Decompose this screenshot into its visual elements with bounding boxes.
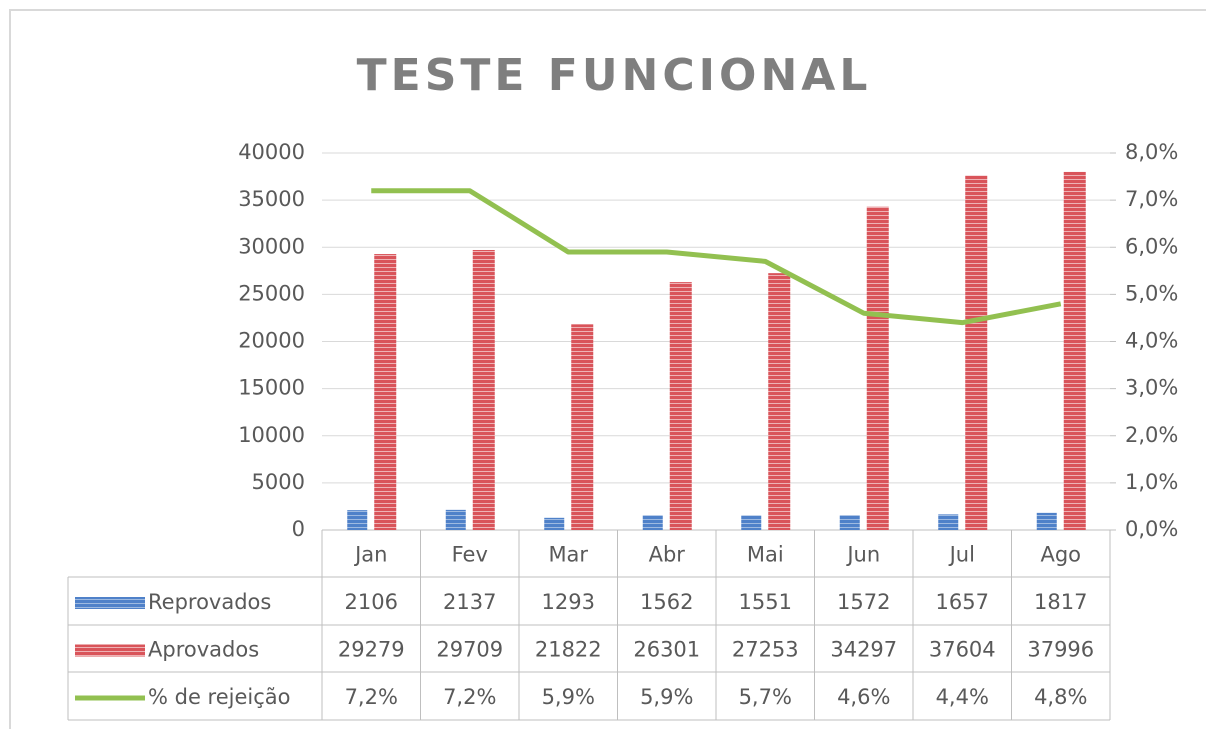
table-cell: 37996 (1027, 638, 1094, 662)
bar (347, 510, 368, 530)
table-cell: 1562 (640, 590, 693, 614)
table-cell: 29279 (338, 638, 405, 662)
table-cell: 5,9% (542, 685, 595, 709)
table-cell: 27253 (732, 638, 799, 662)
y-tick-label: 35000 (238, 187, 305, 211)
y-tick-label: 0 (292, 517, 305, 541)
table-cell: 7,2% (345, 685, 398, 709)
x-tick-label: Fev (452, 543, 488, 567)
y-tick-label: 10000 (238, 423, 305, 447)
table-cell: 34297 (830, 638, 897, 662)
bar (866, 206, 889, 530)
table-cell: 29709 (436, 638, 503, 662)
bar (374, 254, 397, 531)
y2-tick-label: 8,0% (1125, 140, 1178, 164)
bar (839, 515, 860, 530)
legend-label: % de rejeição (148, 685, 291, 709)
x-tick-label: Jun (845, 543, 880, 567)
y2-tick-label: 5,0% (1125, 281, 1178, 305)
table-cell: 1551 (739, 590, 792, 614)
bar (965, 175, 988, 530)
table-cell: 1817 (1034, 590, 1087, 614)
y2-tick-label: 7,0% (1125, 187, 1178, 211)
table-cell: 4,4% (936, 685, 989, 709)
y2-tick-label: 6,0% (1125, 234, 1178, 258)
legend-key (75, 597, 145, 609)
legend-label: Aprovados (148, 638, 259, 662)
x-tick-label: Mar (548, 543, 588, 567)
bar (768, 273, 791, 530)
table-cell: 5,9% (640, 685, 693, 709)
table-cell: 1657 (936, 590, 989, 614)
chart-title: TESTE FUNCIONAL (357, 50, 872, 101)
bar (571, 324, 594, 530)
table-cell: 4,6% (837, 685, 890, 709)
y2-tick-label: 1,0% (1125, 470, 1178, 494)
x-tick-label: Ago (1040, 543, 1081, 567)
y-tick-label: 15000 (238, 376, 305, 400)
x-tick-label: Jan (353, 543, 387, 567)
table-cell: 26301 (633, 638, 700, 662)
bar (669, 282, 692, 530)
table-cell: 21822 (535, 638, 602, 662)
x-tick-label: Mai (747, 543, 784, 567)
table-cell: 1572 (837, 590, 890, 614)
bar (445, 509, 466, 530)
bar (1063, 171, 1086, 530)
bar (472, 249, 495, 530)
table-cell: 1293 (542, 590, 595, 614)
bar (642, 515, 663, 530)
x-tick-label: Abr (649, 543, 686, 567)
y-tick-label: 30000 (238, 234, 305, 258)
y-tick-label: 40000 (238, 140, 305, 164)
legend-key (75, 644, 145, 657)
x-tick-label: Jul (948, 543, 975, 567)
table-cell: 2137 (443, 590, 496, 614)
bar (544, 517, 565, 530)
y2-tick-label: 2,0% (1125, 423, 1178, 447)
y2-tick-label: 3,0% (1125, 376, 1178, 400)
chart-border (9, 9, 1206, 729)
line (371, 188, 1062, 326)
table-cell: 4,8% (1034, 685, 1087, 709)
y2-tick-label: 0,0% (1125, 517, 1178, 541)
y-tick-label: 25000 (238, 281, 305, 305)
legend-label: Reprovados (148, 590, 271, 614)
bar (1036, 512, 1057, 530)
table-cell: 2106 (345, 590, 398, 614)
table-cell: 5,7% (739, 685, 792, 709)
y-tick-label: 20000 (238, 329, 305, 353)
bar (741, 515, 762, 530)
y2-tick-label: 4,0% (1125, 329, 1178, 353)
table-cell: 7,2% (443, 685, 496, 709)
y-tick-label: 5000 (252, 470, 305, 494)
table-cell: 37604 (929, 638, 996, 662)
bar (938, 514, 959, 530)
